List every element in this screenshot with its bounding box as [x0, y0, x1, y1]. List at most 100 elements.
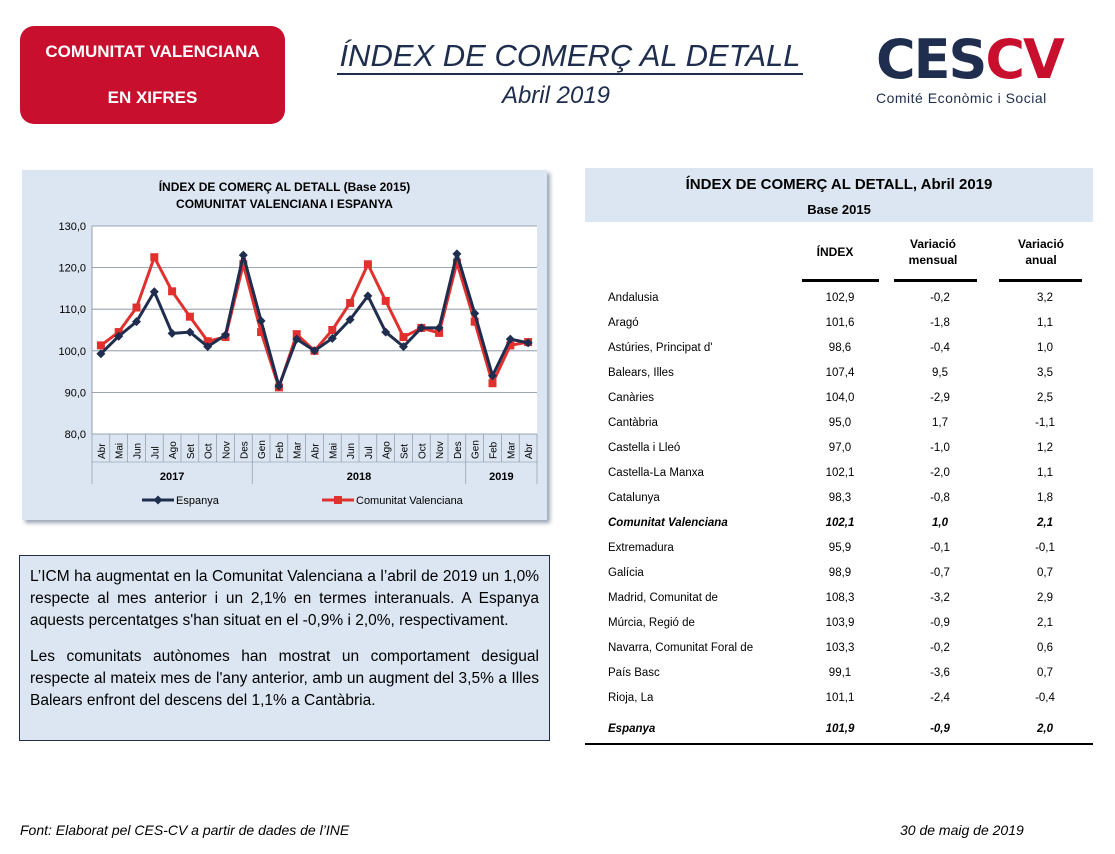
data-point-espanya: [381, 327, 391, 337]
data-point-cv: [506, 341, 515, 350]
row-monthly: -1,0: [930, 442, 950, 454]
data-point-cv: [239, 260, 248, 269]
row-monthly: 1,0: [932, 517, 948, 529]
row-annual: -0,1: [1035, 542, 1055, 554]
data-point-cv: [132, 303, 141, 312]
row-index: 107,4: [825, 367, 855, 379]
row-index: 99,1: [828, 667, 852, 679]
row-name: Madrid, Comunitat de: [608, 592, 718, 604]
row-index: 95,0: [828, 417, 852, 429]
legend-marker-cv: [334, 496, 342, 504]
row-monthly: -2,0: [930, 467, 950, 479]
col-monthly-header-l1: Variació: [909, 237, 957, 251]
summary-paragraph-1: L’ICM ha augmentat en la Comunitat Valen…: [30, 568, 539, 629]
data-point-espanya: [132, 317, 141, 327]
row-name: Espanya: [608, 723, 656, 735]
x-tick-label: Oct: [204, 443, 215, 459]
data-point-cv: [363, 260, 372, 269]
year-label: 2019: [489, 471, 513, 483]
data-point-espanya: [114, 331, 124, 341]
row-monthly: -0,1: [930, 542, 950, 554]
chart-subtitle: COMUNITAT VALENCIANA I ESPANYA: [176, 197, 393, 211]
page-subtitle: Abril 2019: [501, 82, 611, 109]
row-index: 102,1: [825, 517, 855, 529]
row-index: 103,9: [825, 617, 855, 629]
x-tick-label: Mai: [115, 443, 126, 459]
row-monthly: -0,2: [930, 292, 950, 304]
row-annual: -0,4: [1035, 692, 1055, 704]
data-point-cv: [257, 328, 266, 337]
row-annual: 1,8: [1037, 492, 1053, 504]
row-name: Andalusia: [608, 292, 659, 304]
y-tick-label: 120,0: [58, 263, 86, 275]
table-row: Madrid, Comunitat de 108,3 -3,2 2,9: [608, 592, 1068, 612]
row-name: Rioja, La: [608, 692, 654, 704]
row-name: Astúries, Principat d': [608, 342, 713, 354]
x-tick-label: Jun: [346, 443, 357, 459]
row-name: Canàries: [608, 392, 655, 404]
data-point-espanya: [327, 333, 337, 343]
table-bottom-rule: [585, 743, 1093, 745]
row-monthly: -0,7: [930, 567, 950, 579]
row-name: Múrcia, Regió de: [608, 617, 695, 629]
data-point-espanya: [488, 371, 497, 381]
row-index: 98,9: [828, 567, 852, 579]
summary-paragraph-2: Les comunitats autònomes han mostrat un …: [30, 648, 539, 709]
x-tick-label: Mai: [328, 443, 339, 459]
logo-subtitle: Comité Econòmic i Social: [876, 90, 1047, 106]
table-row: Canàries 104,0 -2,9 2,5: [608, 392, 1068, 412]
data-point-espanya: [310, 346, 319, 356]
x-tick-label: Feb: [489, 441, 500, 459]
row-monthly: -0,8: [930, 492, 950, 504]
data-point-espanya: [96, 349, 106, 359]
col-index-rule: [802, 279, 879, 282]
data-point-cv: [488, 379, 497, 388]
summary-box: L’ICM ha augmentat en la Comunitat Valen…: [19, 555, 550, 741]
row-monthly: -3,6: [930, 667, 950, 679]
legend-label: Espanya: [176, 495, 220, 507]
x-tick-label: Jul: [364, 446, 375, 459]
data-point-espanya: [363, 291, 373, 301]
table-header: ÍNDEX DE COMERÇ AL DETALL, Abril 2019 Ba…: [585, 168, 1093, 222]
y-tick-label: 110,0: [59, 304, 86, 316]
col-annual-header-l1: Variació: [1017, 237, 1065, 251]
chart-title-block: ÍNDEX DE COMERÇ AL DETALL (Base 2015) CO…: [22, 179, 547, 213]
x-tick-label: Ago: [382, 441, 393, 459]
row-monthly: -0,2: [930, 642, 950, 654]
row-annual: 2,1: [1037, 617, 1053, 629]
data-point-cv: [328, 326, 337, 334]
col-monthly-header: Variació mensual: [900, 236, 966, 268]
x-tick-label: Ago: [168, 441, 179, 459]
data-point-espanya: [505, 334, 515, 344]
data-point-espanya: [167, 328, 177, 338]
x-tick-label: Abr: [311, 443, 322, 459]
data-point-espanya: [399, 342, 408, 352]
row-monthly: -0,4: [930, 342, 950, 354]
table-row: Aragó 101,6 -1,8 1,1: [608, 317, 1068, 337]
data-point-cv: [381, 296, 390, 305]
row-name: Castella-La Manxa: [608, 467, 704, 479]
x-tick-label: Mar: [293, 441, 304, 459]
x-tick-label: Gen: [471, 440, 482, 459]
badge-line1: COMUNITAT VALENCIANA: [45, 42, 260, 61]
data-point-espanya: [149, 287, 159, 297]
publication-date: 30 de maig de 2019: [900, 822, 1024, 838]
page-title-text: ÍNDEX DE COMERÇ AL DETALL: [337, 38, 803, 75]
data-point-cv: [150, 253, 159, 262]
x-tick-label: Abr: [97, 443, 108, 459]
row-index: 102,1: [825, 467, 855, 479]
row-annual: 3,2: [1037, 292, 1053, 304]
data-point-espanya: [203, 342, 213, 352]
year-label: 2018: [347, 471, 371, 483]
table-row: Astúries, Principat d' 98,6 -0,4 1,0: [608, 342, 1068, 362]
row-annual: 2,5: [1037, 392, 1053, 404]
row-name: Navarra, Comunitat Foral de: [608, 642, 754, 654]
chart-title: ÍNDEX DE COMERÇ AL DETALL (Base 2015): [158, 180, 411, 194]
y-tick-label: 130,0: [58, 221, 86, 233]
badge-line2: EN XIFRES: [107, 88, 198, 107]
data-point-espanya: [470, 308, 480, 318]
logo-ces: CES: [876, 28, 987, 91]
row-annual: 1,1: [1037, 317, 1053, 329]
row-annual: 2,0: [1037, 723, 1053, 735]
row-name: Aragó: [608, 317, 639, 329]
